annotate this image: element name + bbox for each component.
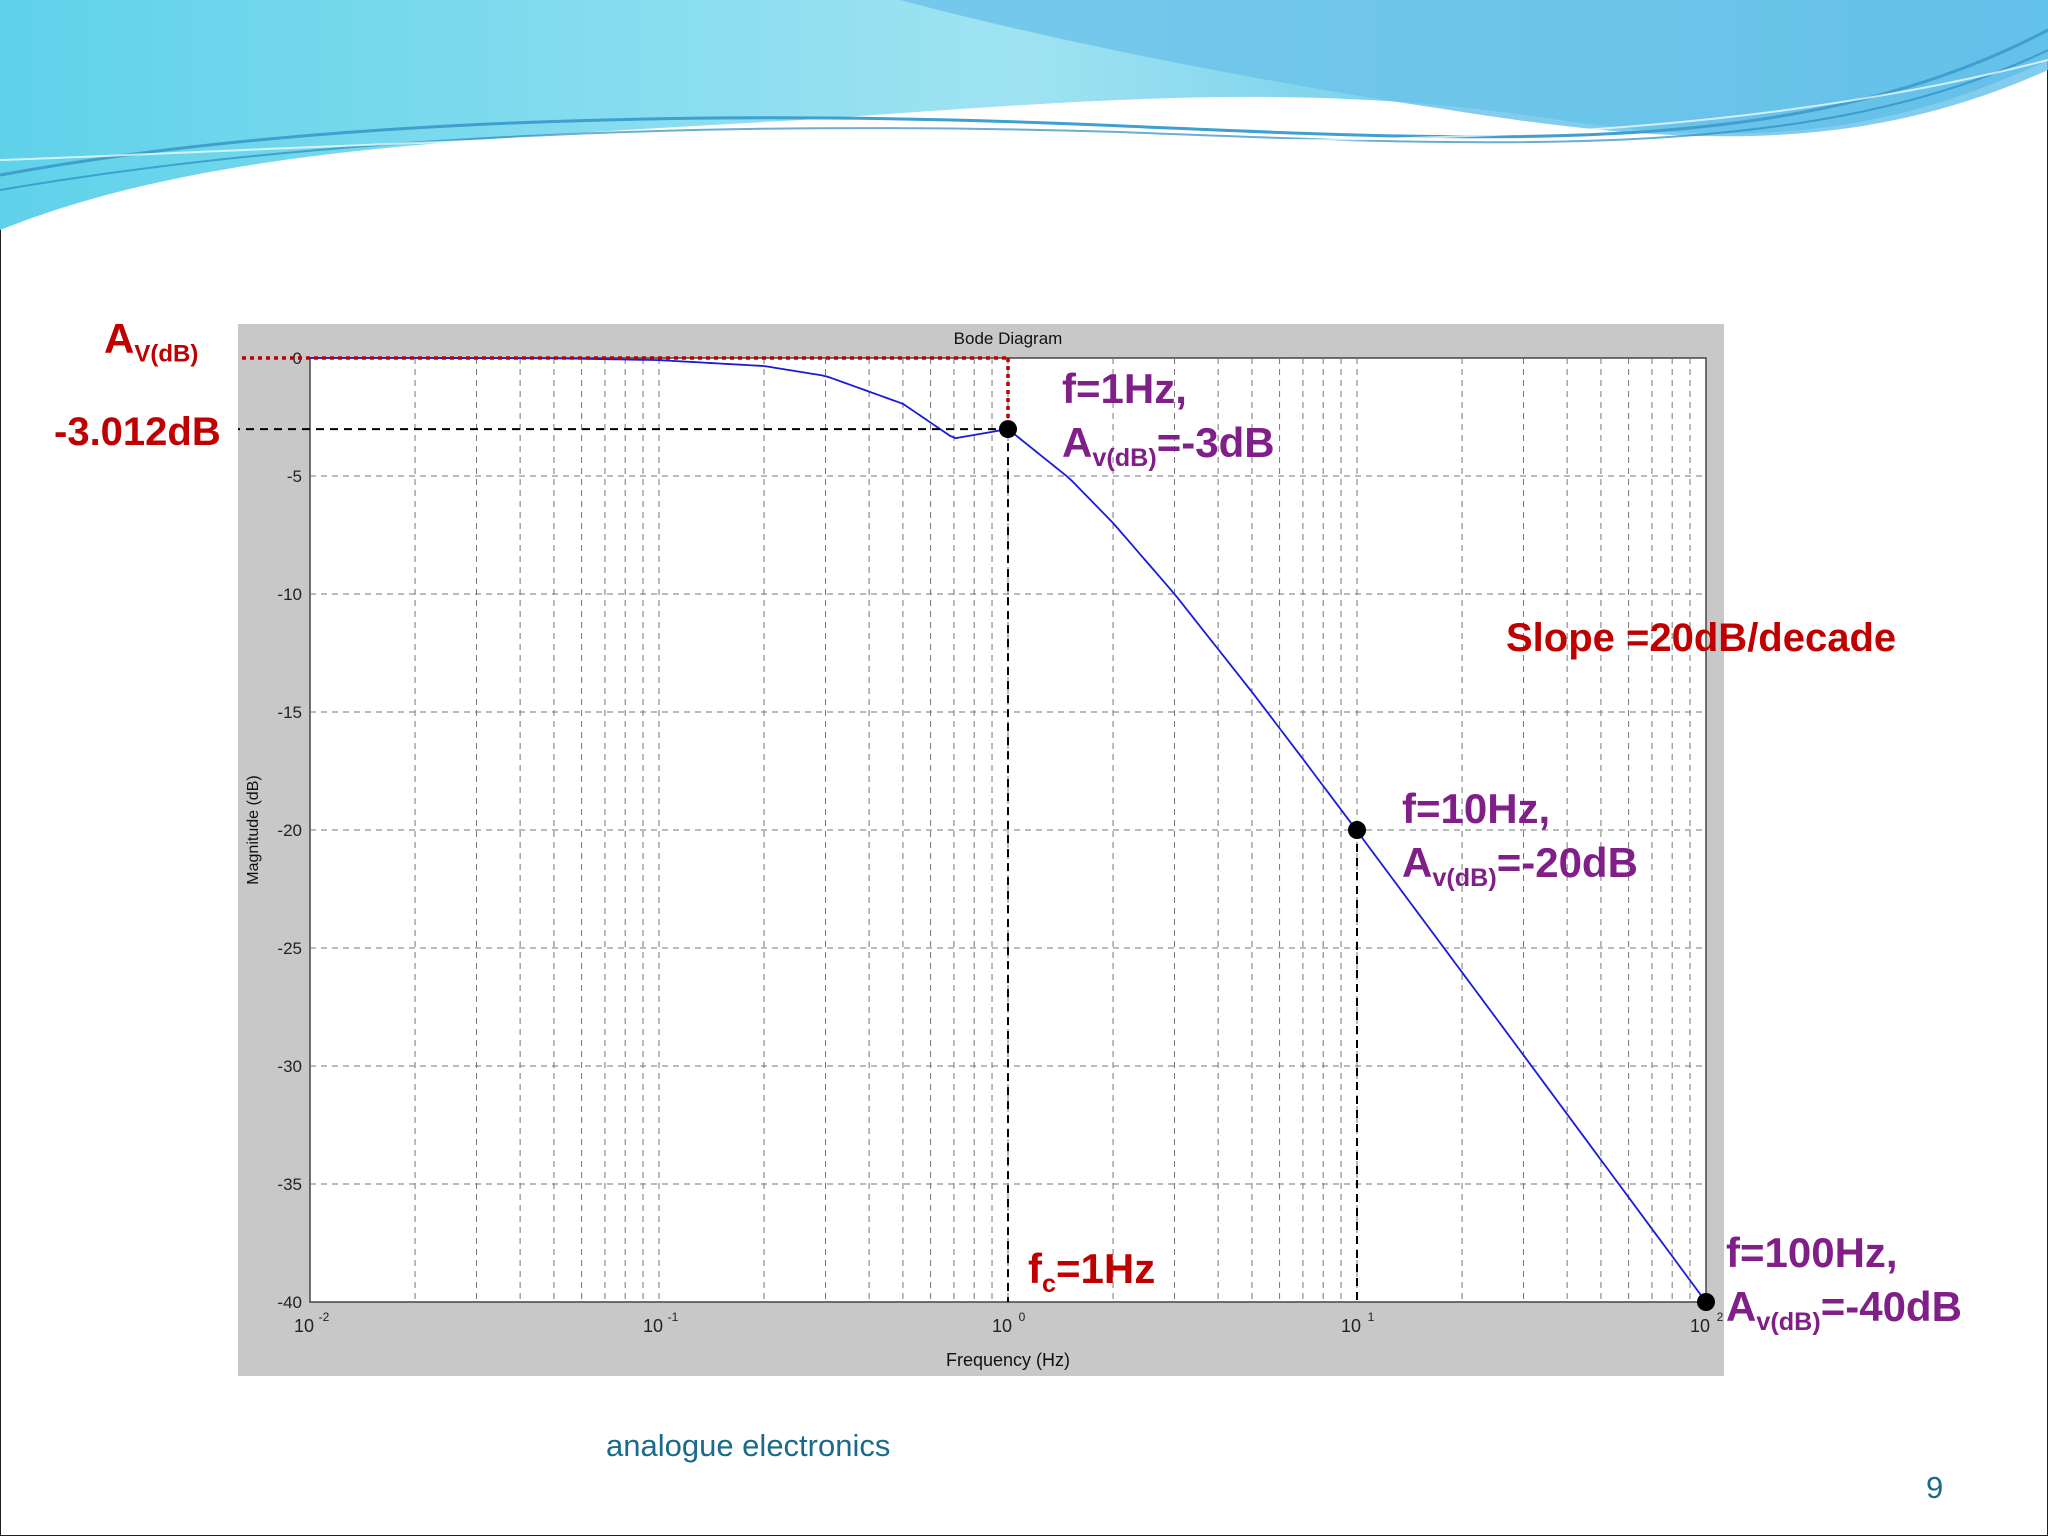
point3-gain-rest: =-40dB [1820, 1283, 1962, 1330]
fc-main: f [1028, 1245, 1042, 1292]
chart-title: Bode Diagram [954, 329, 1063, 348]
data-point [1697, 1293, 1715, 1311]
x-tick-label: 10 [294, 1316, 314, 1336]
point1-gain-sub: v(dB) [1092, 443, 1157, 472]
point2-freq-label: f=10Hz, [1402, 785, 1551, 832]
y-tick-label: -5 [287, 467, 302, 486]
y-tick-label: -25 [277, 939, 302, 958]
point2-gain-main: A [1402, 839, 1433, 886]
point2-gain-label: Av(dB)=-20dB [1402, 842, 1638, 891]
av-axis-label: AV(dB) [104, 318, 198, 366]
av-sub: V(dB) [134, 340, 199, 368]
y-axis-label: Magnitude (dB) [245, 775, 262, 884]
y-tick-label: 0 [293, 349, 302, 368]
header-wave-decoration [0, 0, 2048, 230]
y-tick-label: -30 [277, 1057, 302, 1076]
bode-figure: 0 -5 -10 -15 -20 -25 -30 -35 -40 10 -2 10 -1 10 0 10 1 10… [238, 324, 1724, 1376]
x-tick-label: 10 [1341, 1316, 1361, 1336]
y-tick-label: -20 [277, 821, 302, 840]
point3-gain-main: A [1726, 1283, 1757, 1330]
x-axis-label: Frequency (Hz) [946, 1350, 1070, 1370]
x-tick-exponent: -2 [319, 1310, 330, 1324]
point1-freq-label: f=1Hz, [1062, 365, 1187, 412]
av-main: A [104, 315, 135, 362]
x-tick-exponent: 2 [1717, 1310, 1724, 1324]
point3-gain-label: Av(dB)=-40dB [1726, 1286, 1962, 1335]
data-point [1348, 821, 1366, 839]
point3-freq-label: f=100Hz, [1726, 1229, 1898, 1276]
x-tick-label: 10 [643, 1316, 663, 1336]
footer-text: analogue electronics [606, 1428, 891, 1463]
point1-gain-main: A [1062, 419, 1093, 466]
point3-gain-sub: v(dB) [1756, 1307, 1821, 1336]
point2-gain-rest: =-20dB [1496, 839, 1638, 886]
point1-gain-rest: =-3dB [1156, 419, 1275, 466]
x-tick-exponent: 1 [1368, 1310, 1375, 1324]
y-tick-label: -40 [277, 1293, 302, 1312]
fc-label: fc=1Hz [1028, 1248, 1155, 1297]
point1-gain-label: Av(dB)=-3dB [1062, 422, 1275, 471]
y-tick-label: -35 [277, 1175, 302, 1194]
db-level-label: -3.012dB [54, 410, 221, 454]
data-point [999, 420, 1017, 439]
fc-sub: c [1042, 1269, 1057, 1298]
fc-rest: =1Hz [1056, 1245, 1156, 1292]
x-tick-label: 10 [1690, 1316, 1710, 1336]
x-tick-label: 10 [992, 1316, 1012, 1336]
x-tick-exponent: -1 [668, 1310, 679, 1324]
point2-gain-sub: v(dB) [1432, 863, 1497, 892]
bode-chart: 0 -5 -10 -15 -20 -25 -30 -35 -40 10 -2 10 -1 10 0 10 1 10… [238, 329, 1724, 1370]
slide-number: 9 [1926, 1470, 1944, 1505]
y-tick-label: -15 [277, 703, 302, 722]
slope-label: Slope =20dB/decade [1506, 616, 1897, 660]
x-tick-exponent: 0 [1019, 1310, 1026, 1324]
y-tick-label: -10 [277, 585, 302, 604]
